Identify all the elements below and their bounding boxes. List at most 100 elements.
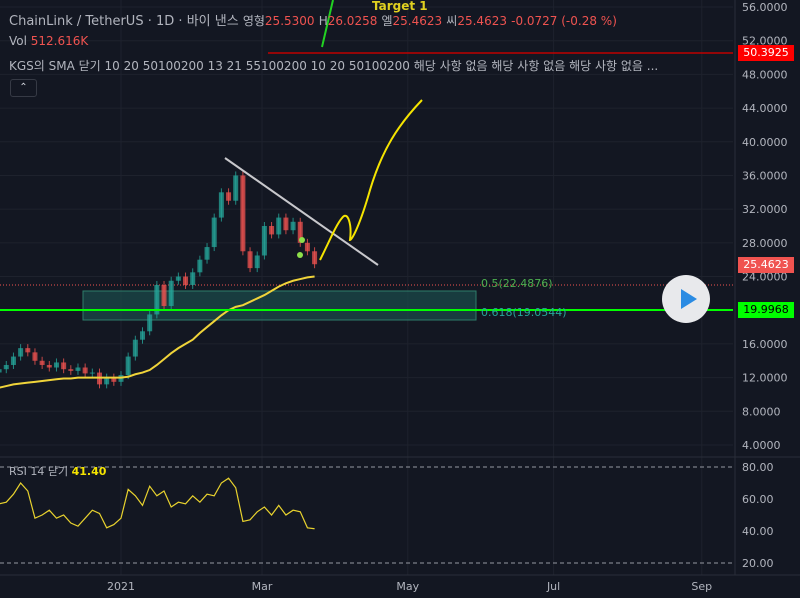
- candle: [197, 259, 203, 273]
- rsi-legend[interactable]: RSI 14 닫기 41.40: [9, 463, 106, 479]
- candle: [140, 331, 146, 340]
- candle: [132, 339, 138, 357]
- time-tick: Mar: [252, 580, 273, 593]
- rsi-tick: 20.00: [742, 557, 774, 570]
- rsi-line: [0, 477, 315, 530]
- play-button[interactable]: [662, 275, 710, 323]
- candle: [161, 284, 167, 307]
- fib-0618-label: 0.618(19.0544): [481, 306, 567, 319]
- candle: [261, 226, 267, 256]
- candle: [247, 251, 253, 269]
- separator: ·: [147, 14, 152, 29]
- candle: [183, 276, 189, 285]
- time-tick: May: [396, 580, 419, 593]
- current-price-tag: 25.4623: [738, 257, 794, 273]
- price-tick: 28.0000: [742, 237, 788, 250]
- candle: [312, 251, 318, 265]
- close-label: 씨: [446, 14, 458, 28]
- candle: [89, 372, 95, 374]
- candle: [297, 221, 303, 243]
- candle: [290, 221, 296, 231]
- rsi-axis: 80.00 60.00 40.00 20.00: [742, 461, 774, 570]
- symbol-legend[interactable]: ChainLink / TetherUS · 1D · 바이 낸스 영형25.5…: [9, 10, 617, 29]
- trendline[interactable]: [224, 157, 379, 266]
- price-tick: 40.0000: [742, 136, 788, 149]
- projection-path[interactable]: [319, 99, 423, 261]
- candle: [75, 367, 81, 371]
- candle: [154, 284, 160, 315]
- candle: [18, 348, 24, 357]
- candle: [3, 364, 9, 370]
- interval: 1D: [156, 14, 175, 29]
- price-tick: 52.0000: [742, 35, 788, 48]
- candle: [61, 362, 67, 370]
- rsi-value: 41.40: [71, 465, 107, 478]
- price-tick: 36.0000: [742, 169, 788, 182]
- candle: [240, 175, 246, 252]
- open-value: 25.5300: [264, 14, 315, 28]
- chevron-up-icon[interactable]: ⌃: [10, 79, 37, 97]
- candle: [175, 276, 181, 281]
- resistance-price-tag: 50.3925: [738, 45, 794, 61]
- volume-value: 512.616K: [30, 34, 89, 48]
- candle: [283, 217, 289, 231]
- candle: [0, 369, 2, 373]
- time-tick: 2021: [107, 580, 135, 593]
- price-tick: 32.0000: [742, 203, 788, 216]
- high-value: 26.0258: [327, 14, 378, 28]
- candle: [46, 364, 52, 368]
- change-value: -0.0727 (-0.28 %): [511, 14, 617, 28]
- signal-dot: [297, 252, 303, 258]
- price-tick: 12.0000: [742, 372, 788, 385]
- candle: [254, 255, 260, 269]
- fib-05-label: 0.5(22.4876): [481, 277, 553, 290]
- target-line[interactable]: [321, 0, 334, 48]
- volume-legend[interactable]: Vol 512.616K: [9, 34, 88, 48]
- low-value: 25.4623: [392, 14, 443, 28]
- price-axis: 56.0000 52.0000 48.0000 44.0000 40.0000 36.00…: [742, 1, 788, 452]
- low-label: 엘: [381, 14, 393, 28]
- high-label: H: [318, 14, 328, 28]
- time-tick: Jul: [546, 580, 560, 593]
- candle: [125, 356, 131, 376]
- sma-line: [0, 275, 315, 389]
- price-tick: 16.0000: [742, 338, 788, 351]
- rsi-tick: 60.00: [742, 493, 774, 506]
- candle: [218, 192, 224, 218]
- signal-dot: [299, 237, 305, 243]
- candle: [204, 247, 210, 260]
- candle: [68, 369, 74, 371]
- candle: [111, 377, 117, 382]
- volume-label: Vol: [9, 34, 27, 48]
- close-value: 25.4623: [457, 14, 507, 28]
- price-tick: 44.0000: [742, 102, 788, 115]
- candle: [147, 314, 153, 332]
- candle: [226, 192, 232, 201]
- candle: [32, 352, 38, 361]
- exchange: 바이 낸스: [186, 14, 239, 29]
- support-price-tag: 19.9968: [738, 302, 794, 318]
- target-label: Target 1: [372, 0, 428, 13]
- indicator-legend[interactable]: KGS의 SMA 닫기 10 20 50100200 13 21 5510020…: [9, 59, 659, 73]
- grid: [0, 0, 733, 575]
- candle: [82, 367, 88, 374]
- time-axis[interactable]: 2021 Mar May Jul Sep: [107, 580, 712, 593]
- price-tick: 4.0000: [742, 439, 781, 452]
- candle: [39, 360, 45, 365]
- candle: [269, 226, 275, 235]
- price-tick: 48.0000: [742, 68, 788, 81]
- candle: [10, 356, 16, 365]
- rsi-tick: 40.00: [742, 525, 774, 538]
- rsi-tick: 80.00: [742, 461, 774, 474]
- price-tick: 24.0000: [742, 271, 788, 284]
- fib-zone[interactable]: [82, 290, 477, 321]
- candle: [104, 377, 110, 385]
- candle: [53, 362, 59, 368]
- candles: [0, 171, 318, 389]
- rsi-label: RSI 14 닫기: [9, 465, 69, 478]
- time-tick: Sep: [691, 580, 712, 593]
- open-label: 영형: [242, 14, 265, 28]
- candle: [25, 348, 31, 353]
- fib-retracement[interactable]: [82, 290, 477, 321]
